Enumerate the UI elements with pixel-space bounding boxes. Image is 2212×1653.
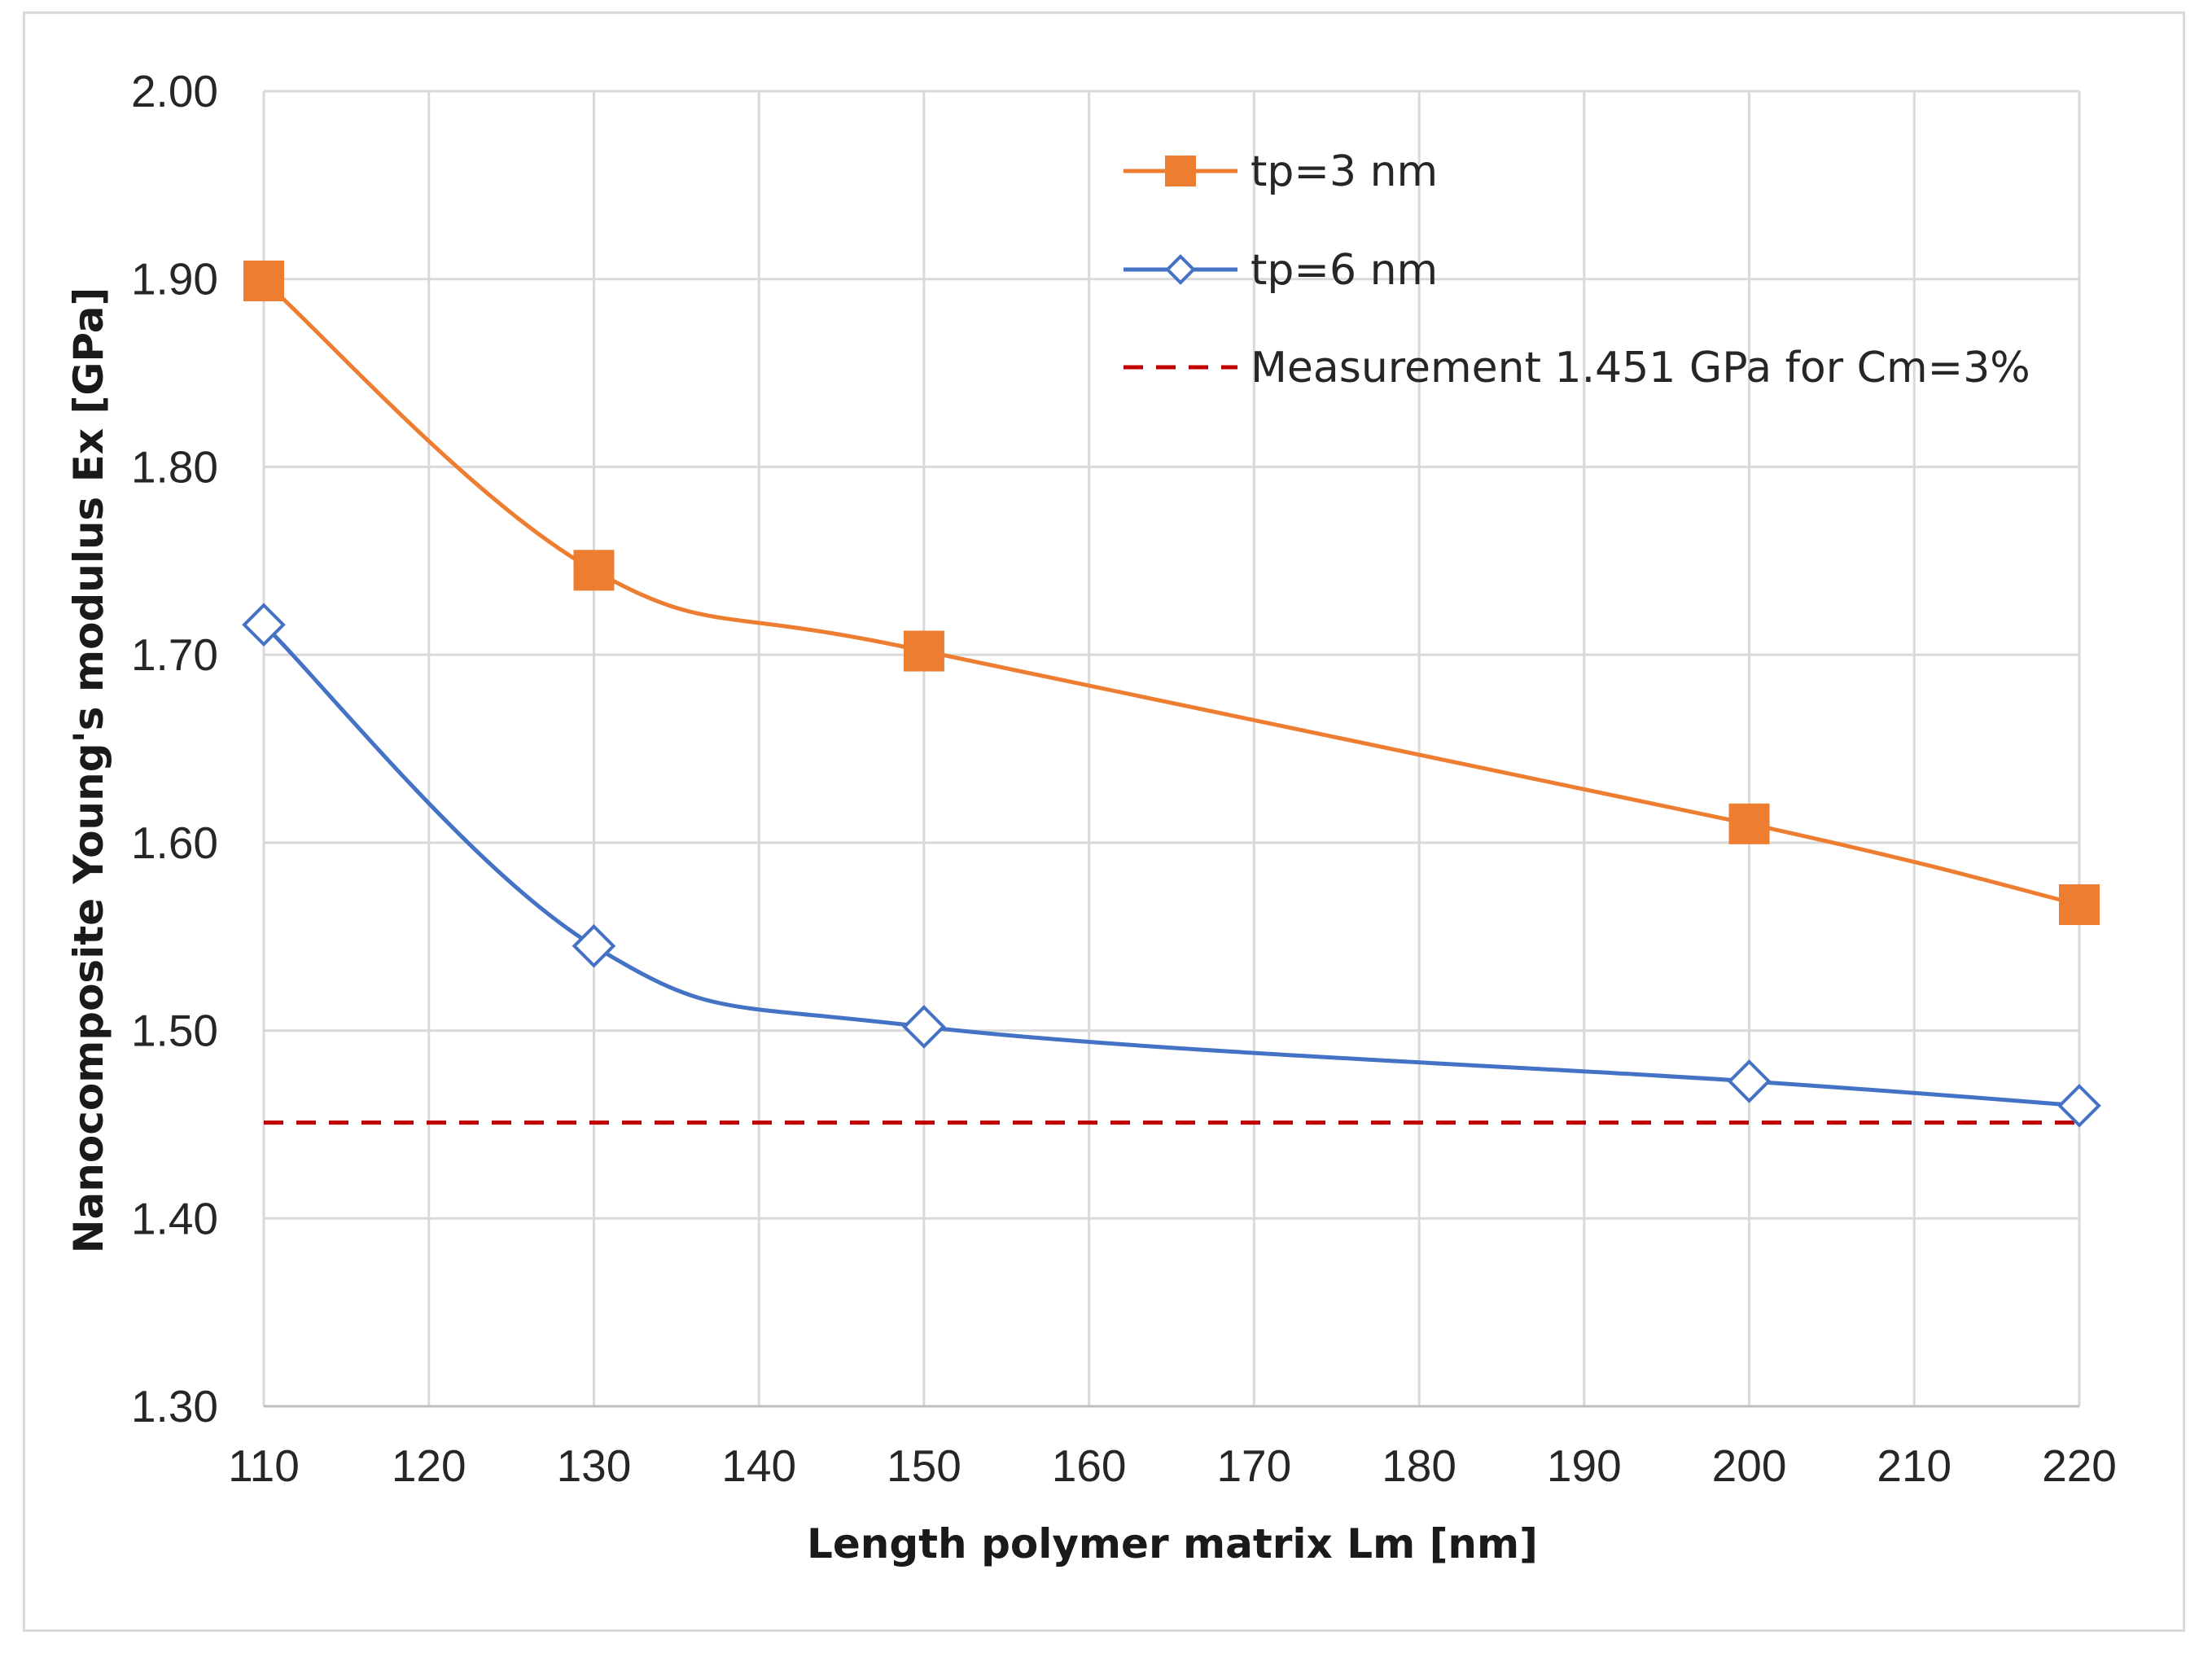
x-tick-label: 170 — [1216, 1440, 1291, 1491]
legend-marker-tp6 — [1165, 254, 1196, 285]
series-line-tp6 — [262, 623, 2080, 1108]
y-tick-label: 1.90 — [131, 254, 218, 305]
y-tick-label: 2.00 — [131, 66, 218, 116]
data-point-tp3 — [573, 550, 615, 591]
data-point-tp3 — [2059, 884, 2100, 925]
x-tick-label: 210 — [1877, 1440, 1951, 1491]
legend-entry-measurement: Measurement 1.451 GPa for Cm=3% — [1124, 344, 2030, 392]
data-point-tp6 — [242, 603, 286, 647]
series-line-tp3 — [262, 279, 2080, 907]
data-point-tp3 — [903, 630, 944, 672]
data-point-tp3 — [1728, 803, 1770, 844]
x-tick-label: 220 — [2042, 1440, 2117, 1491]
series-group — [242, 261, 2101, 1128]
tick-labels: 110 120 130 140 150 160 170 180 190 200 210 220 1.30… — [131, 66, 2117, 1491]
data-point-tp6 — [1727, 1059, 1772, 1103]
y-tick-label: 1.40 — [131, 1193, 218, 1243]
data-point-tp6 — [902, 1005, 946, 1049]
x-tick-label: 150 — [887, 1440, 961, 1491]
legend-label-measurement: Measurement 1.451 GPa for Cm=3% — [1251, 344, 2030, 392]
x-tick-label: 190 — [1547, 1440, 1622, 1491]
legend-label-tp6: tp=6 nm — [1251, 246, 1438, 295]
data-point-tp6 — [572, 923, 616, 968]
data-point-tp3 — [243, 261, 284, 302]
x-tick-label: 180 — [1382, 1440, 1456, 1491]
x-tick-label: 120 — [392, 1440, 466, 1491]
x-tick-label: 200 — [1712, 1440, 1787, 1491]
y-tick-label: 1.30 — [131, 1381, 218, 1432]
legend-entry-tp3: tp=3 nm — [1124, 147, 1438, 196]
x-tick-label: 110 — [228, 1440, 300, 1491]
legend-marker-tp3 — [1165, 156, 1196, 186]
x-axis-title: Length polymer matrix Lm [nm] — [807, 1520, 1538, 1568]
legend: tp=3 nm tp=6 nm Measurement 1.451 GPa fo… — [1124, 147, 2030, 392]
y-tick-label: 1.80 — [131, 441, 218, 492]
legend-label-tp3: tp=3 nm — [1251, 147, 1438, 196]
y-tick-label: 1.50 — [131, 1006, 218, 1056]
gridlines — [262, 90, 2081, 1406]
chart-frame — [23, 11, 2185, 1632]
data-point-tp6 — [2057, 1084, 2101, 1128]
y-tick-label: 1.70 — [131, 629, 218, 680]
x-tick-label: 130 — [557, 1440, 632, 1491]
x-tick-label: 140 — [721, 1440, 796, 1491]
y-tick-label: 1.60 — [131, 818, 218, 868]
x-tick-label: 160 — [1052, 1440, 1127, 1491]
legend-entry-tp6: tp=6 nm — [1124, 246, 1438, 295]
y-axis-title: Nanocomposite Young's modulus Ex [GPa] — [65, 287, 112, 1254]
